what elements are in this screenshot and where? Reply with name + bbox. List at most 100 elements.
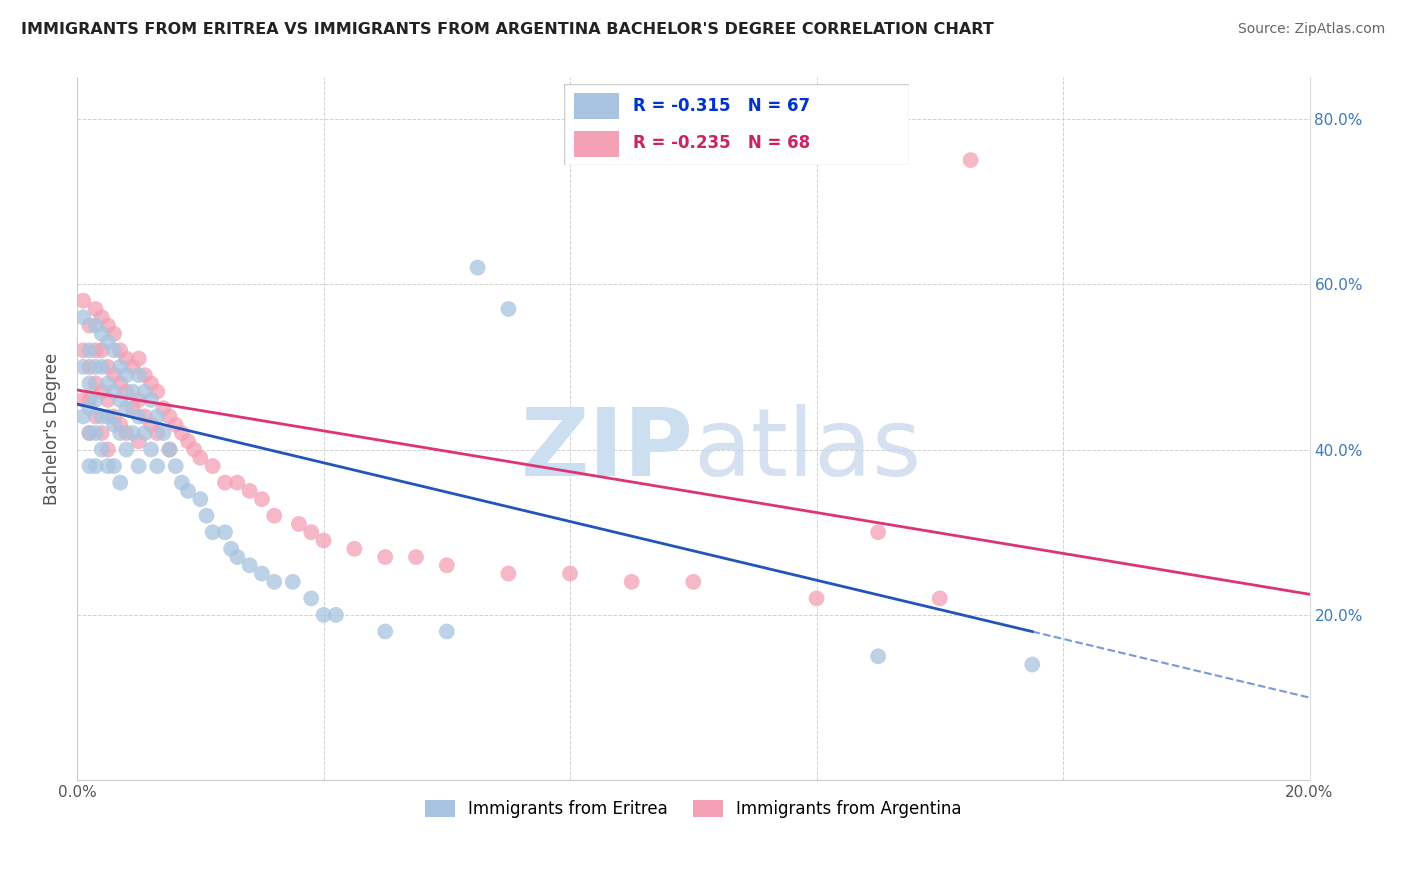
Point: [146, 384, 169, 399]
Point: [139, 442, 162, 457]
Point: [121, 384, 143, 399]
Point: [115, 384, 138, 399]
Point: [281, 574, 304, 589]
Point: [103, 326, 125, 341]
Point: [79, 459, 101, 474]
Point: [103, 459, 125, 474]
Point: [97, 359, 120, 374]
Point: [128, 392, 150, 407]
Text: IMMIGRANTS FROM ERITREA VS IMMIGRANTS FROM ARGENTINA BACHELOR'S DEGREE CORRELATI: IMMIGRANTS FROM ERITREA VS IMMIGRANTS FR…: [21, 22, 994, 37]
Text: Source: ZipAtlas.com: Source: ZipAtlas.com: [1237, 22, 1385, 37]
Point: [201, 459, 224, 474]
Point: [97, 459, 120, 474]
Point: [97, 409, 120, 424]
Point: [134, 384, 156, 399]
Text: atlas: atlas: [693, 404, 921, 496]
Point: [79, 425, 101, 440]
Point: [72, 392, 94, 407]
Point: [170, 475, 193, 490]
Point: [170, 425, 193, 440]
Point: [239, 483, 262, 498]
Point: [226, 475, 249, 490]
Point: [405, 549, 427, 564]
Point: [195, 508, 218, 523]
Point: [152, 425, 174, 440]
Point: [299, 525, 322, 540]
Point: [682, 574, 704, 589]
Point: [97, 376, 120, 391]
Point: [139, 417, 162, 432]
Point: [121, 359, 143, 374]
Point: [110, 376, 132, 391]
Point: [436, 624, 458, 639]
Point: [90, 343, 112, 358]
Point: [72, 310, 94, 325]
Point: [97, 334, 120, 349]
Point: [84, 392, 107, 407]
Point: [177, 434, 200, 449]
Point: [1021, 657, 1043, 672]
Point: [79, 376, 101, 391]
Point: [177, 483, 200, 498]
Point: [84, 459, 107, 474]
Point: [115, 351, 138, 366]
Point: [159, 409, 181, 424]
Point: [165, 417, 187, 432]
Point: [806, 591, 828, 606]
Point: [115, 401, 138, 416]
Point: [325, 607, 347, 622]
Point: [299, 591, 322, 606]
Point: [134, 409, 156, 424]
Point: [79, 425, 101, 440]
Point: [343, 541, 366, 556]
Point: [312, 607, 335, 622]
Point: [84, 425, 107, 440]
Point: [110, 417, 132, 432]
Point: [146, 409, 169, 424]
Point: [115, 442, 138, 457]
Point: [288, 516, 311, 531]
Point: [620, 574, 643, 589]
Point: [110, 475, 132, 490]
Point: [84, 359, 107, 374]
Point: [103, 384, 125, 399]
Legend: Immigrants from Eritrea, Immigrants from Argentina: Immigrants from Eritrea, Immigrants from…: [418, 793, 969, 825]
Point: [110, 343, 132, 358]
Point: [121, 401, 143, 416]
Point: [115, 425, 138, 440]
Point: [467, 260, 489, 275]
Point: [263, 574, 285, 589]
Point: [72, 293, 94, 308]
Point: [79, 392, 101, 407]
Point: [183, 442, 205, 457]
Point: [90, 359, 112, 374]
Point: [139, 376, 162, 391]
Point: [226, 549, 249, 564]
Point: [72, 409, 94, 424]
Point: [128, 368, 150, 383]
Point: [103, 409, 125, 424]
Point: [97, 442, 120, 457]
Point: [84, 376, 107, 391]
Text: ZIP: ZIP: [520, 404, 693, 496]
Point: [90, 425, 112, 440]
Point: [959, 153, 981, 168]
Point: [201, 525, 224, 540]
Point: [79, 318, 101, 333]
Point: [97, 392, 120, 407]
Point: [103, 368, 125, 383]
Point: [90, 384, 112, 399]
Point: [115, 368, 138, 383]
Point: [159, 442, 181, 457]
Point: [312, 533, 335, 548]
Point: [121, 425, 143, 440]
Point: [263, 508, 285, 523]
Point: [219, 541, 242, 556]
Point: [250, 566, 273, 581]
Point: [165, 459, 187, 474]
Point: [84, 301, 107, 316]
Point: [128, 351, 150, 366]
Point: [146, 459, 169, 474]
Point: [188, 492, 211, 507]
Point: [868, 525, 890, 540]
